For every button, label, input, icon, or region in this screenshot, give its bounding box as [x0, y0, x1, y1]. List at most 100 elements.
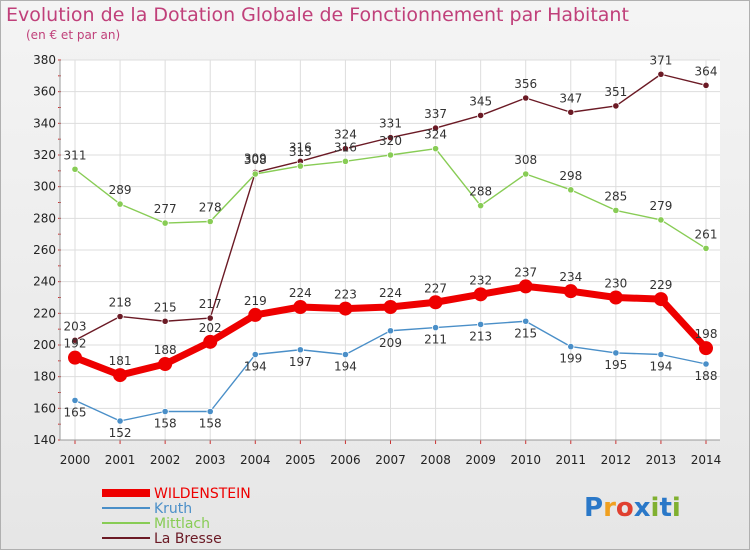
data-point [158, 357, 173, 371]
data-point [567, 186, 575, 194]
legend-label: WILDENSTEIN [154, 486, 251, 502]
data-label: 324 [424, 128, 447, 142]
data-point [428, 295, 443, 310]
logo-letter: o [616, 493, 634, 523]
x-tick-label: 2014 [691, 453, 722, 467]
data-labels: 192 181 188 202 219 224 223 224 227 232 237 234 230 2… [64, 53, 718, 440]
data-label: 324 [334, 128, 357, 142]
data-label: 194 [244, 360, 267, 374]
data-label: 345 [469, 94, 492, 108]
logo-text: Proxiti [584, 493, 681, 523]
data-point [653, 292, 668, 307]
y-tick-label: 140 [33, 433, 56, 447]
data-label: 232 [469, 273, 492, 287]
x-tick-label: 2008 [420, 453, 451, 467]
data-label: 199 [559, 352, 582, 366]
data-point [431, 323, 440, 332]
data-point [567, 342, 575, 351]
x-tick-label: 2013 [646, 453, 677, 467]
data-label: 298 [559, 169, 582, 183]
data-point [657, 216, 665, 224]
chart-subtitle: (en € et par an) [26, 28, 121, 42]
chart-title: Evolution de la Dotation Globale de Fonc… [6, 4, 629, 26]
data-label: 215 [514, 326, 537, 340]
data-point [477, 202, 485, 210]
data-label: 203 [64, 319, 87, 333]
data-label: 224 [379, 286, 402, 300]
data-label: 202 [199, 321, 222, 335]
data-point [431, 124, 440, 132]
data-label: 215 [154, 300, 177, 314]
data-point [341, 350, 350, 359]
logo-letter: i [651, 493, 660, 523]
data-point [612, 102, 620, 110]
data-point [522, 94, 530, 102]
y-tick-label: 300 [33, 180, 56, 194]
data-point [702, 244, 710, 253]
data-point [71, 396, 79, 405]
x-tick-label: 2011 [556, 453, 587, 467]
y-tick-label: 240 [33, 275, 56, 289]
data-label: 213 [469, 329, 492, 343]
data-point [296, 346, 304, 354]
data-point [431, 145, 440, 153]
y-tick-label: 280 [33, 211, 56, 225]
legend-label: Kruth [154, 501, 192, 517]
data-label: 152 [109, 426, 132, 440]
legend-label: Mittlach [154, 516, 210, 532]
data-point [386, 133, 395, 142]
data-point [612, 206, 620, 215]
x-tick-label: 2012 [601, 453, 632, 467]
data-point [116, 312, 124, 321]
y-tick-label: 220 [33, 306, 56, 320]
x-tick-label: 2010 [510, 453, 541, 467]
data-label: 223 [334, 288, 357, 302]
data-label: 198 [695, 327, 718, 341]
data-label: 211 [424, 333, 447, 347]
data-label: 234 [559, 270, 582, 284]
data-label: 316 [289, 140, 312, 154]
data-label: 320 [379, 134, 402, 148]
data-label: 308 [244, 153, 267, 167]
logo-letter: x [634, 493, 651, 523]
x-tick-label: 2004 [240, 453, 271, 467]
data-label: 188 [154, 343, 177, 357]
data-label: 261 [695, 227, 718, 241]
data-point [161, 219, 169, 227]
x-tick-label: 2007 [375, 453, 406, 467]
x-tick-label: 2002 [150, 453, 181, 467]
data-label: 277 [154, 202, 177, 216]
data-point [68, 350, 82, 365]
data-label: 229 [649, 278, 672, 292]
data-label: 237 [514, 265, 537, 279]
x-tick-label: 2000 [60, 453, 91, 467]
data-label: 288 [469, 185, 492, 199]
data-point [71, 336, 79, 344]
data-point [296, 162, 304, 170]
data-point [699, 341, 713, 356]
y-tick-label: 200 [33, 338, 56, 352]
data-label: 351 [604, 85, 627, 99]
data-point [386, 327, 395, 335]
data-point [522, 317, 530, 325]
data-label: 230 [604, 277, 627, 291]
x-tick-label: 2006 [330, 453, 361, 467]
data-label: 356 [514, 77, 537, 91]
data-label: 285 [604, 189, 627, 203]
data-label: 158 [154, 417, 177, 431]
y-tick-label: 260 [33, 243, 56, 257]
data-point [248, 307, 263, 322]
data-point [522, 170, 530, 178]
data-label: 331 [379, 117, 402, 131]
data-label: 364 [695, 64, 718, 78]
data-label: 308 [514, 153, 537, 167]
data-label: 192 [64, 337, 87, 351]
data-point [567, 108, 575, 116]
data-point [518, 279, 533, 294]
data-label: 158 [199, 417, 222, 431]
x-tick-label: 2001 [105, 453, 136, 467]
data-label: 209 [379, 336, 402, 350]
data-point [251, 170, 259, 178]
data-label: 194 [649, 360, 672, 374]
